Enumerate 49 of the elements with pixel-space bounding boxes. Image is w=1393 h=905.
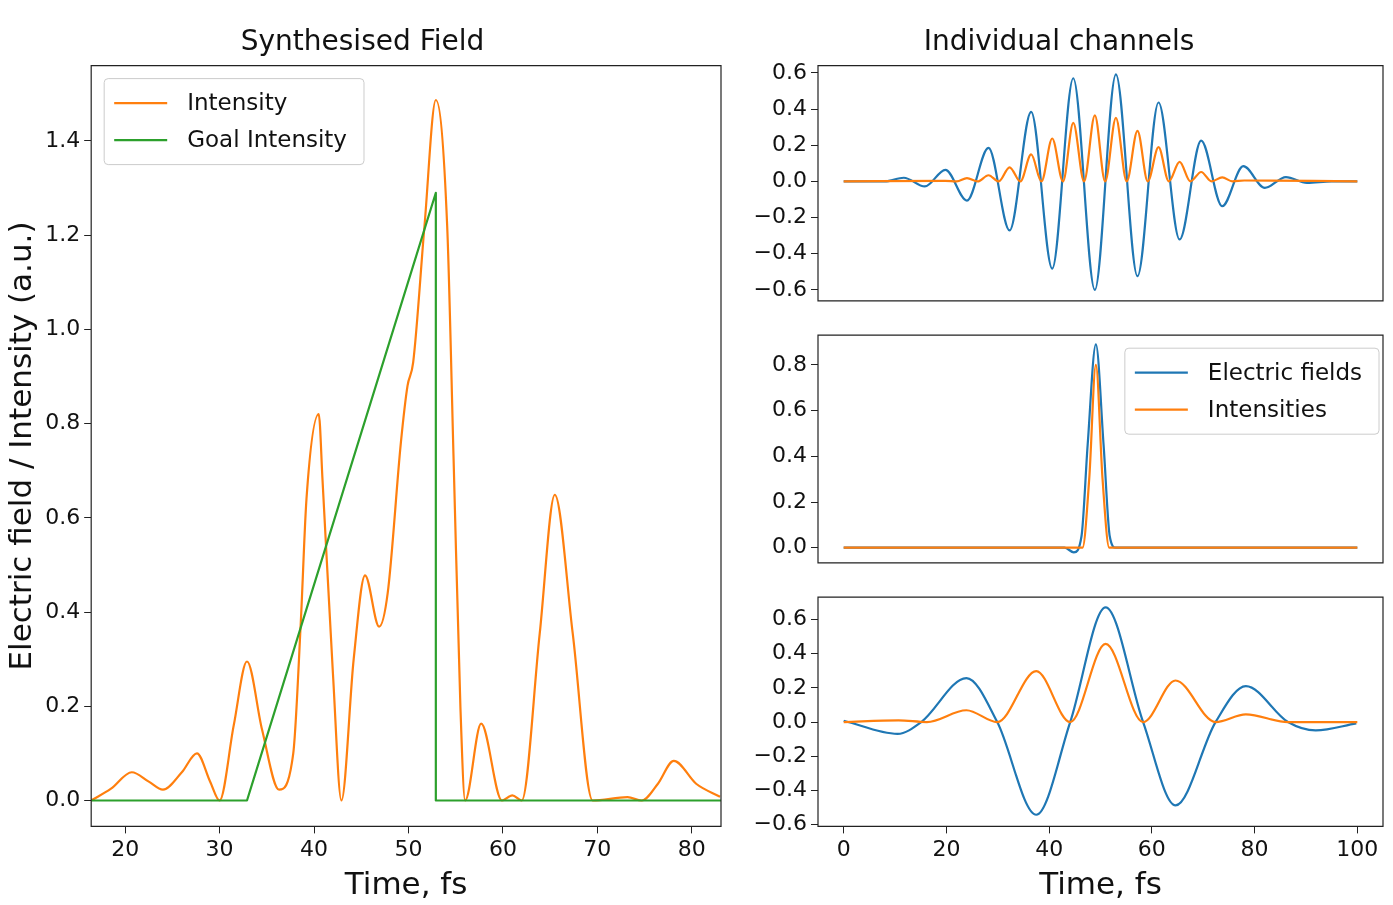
y-tick-label: −0.2 xyxy=(753,741,807,767)
x-tick-label: 40 xyxy=(300,836,329,862)
y-tick-label: 0.2 xyxy=(45,691,81,717)
x-axis-title: Time, fs xyxy=(343,865,468,902)
y-tick-label: 0.0 xyxy=(45,786,81,812)
y-tick-label: 0.6 xyxy=(772,58,807,84)
legend-label: Intensity xyxy=(187,89,288,116)
y-tick-label: 1.0 xyxy=(45,315,81,341)
legend-label: Goal Intensity xyxy=(187,126,347,153)
x-tick-label: 70 xyxy=(583,836,612,862)
legend-label: Intensities xyxy=(1207,395,1327,422)
y-axis-title: Electric field / Intensity (a.u.) xyxy=(1,221,38,671)
y-tick-label: 0.4 xyxy=(772,94,807,120)
y-tick-label: 0.4 xyxy=(772,442,807,468)
y-tick-label: 0.6 xyxy=(772,605,807,631)
y-tick-label: 1.4 xyxy=(45,126,81,152)
x-tick-label: 60 xyxy=(488,836,517,862)
x-tick-label: 50 xyxy=(394,836,423,862)
y-tick-label: 0.2 xyxy=(772,673,807,699)
y-tick-label: 0.2 xyxy=(772,130,807,156)
y-tick-label: 0.4 xyxy=(45,597,81,623)
y-tick-label: 0.4 xyxy=(772,639,807,665)
x-tick-label: 30 xyxy=(205,836,234,862)
y-tick-label: 0.0 xyxy=(772,533,807,559)
y-tick-label: −0.4 xyxy=(753,776,807,802)
legend-label: Electric fields xyxy=(1207,358,1363,385)
y-tick-label: 0.6 xyxy=(772,396,807,422)
y-tick-label: 0.0 xyxy=(772,167,807,193)
y-tick-label: 0.6 xyxy=(45,503,81,529)
chart-title: Individual channels xyxy=(923,24,1195,58)
x-tick-label: 0 xyxy=(836,836,851,862)
x-axis-title: Time, fs xyxy=(1038,865,1162,902)
y-tick-label: −0.4 xyxy=(753,239,807,265)
chart-title: Synthesised Field xyxy=(240,24,485,58)
y-tick-label: 0.8 xyxy=(772,350,807,376)
y-tick-label: 0.8 xyxy=(45,409,81,435)
y-tick-label: 0.0 xyxy=(772,707,807,733)
x-tick-label: 100 xyxy=(1336,836,1379,862)
x-tick-label: 20 xyxy=(932,836,961,862)
x-tick-label: 40 xyxy=(1035,836,1064,862)
x-tick-label: 20 xyxy=(111,836,140,862)
y-tick-label: −0.6 xyxy=(753,275,807,301)
x-tick-label: 80 xyxy=(1240,836,1269,862)
y-tick-label: −0.6 xyxy=(753,810,807,836)
x-tick-label: 60 xyxy=(1137,836,1166,862)
y-tick-label: 0.2 xyxy=(772,487,807,513)
y-tick-label: 1.2 xyxy=(45,220,81,246)
y-tick-label: −0.2 xyxy=(753,203,807,229)
x-tick-label: 80 xyxy=(677,836,706,862)
